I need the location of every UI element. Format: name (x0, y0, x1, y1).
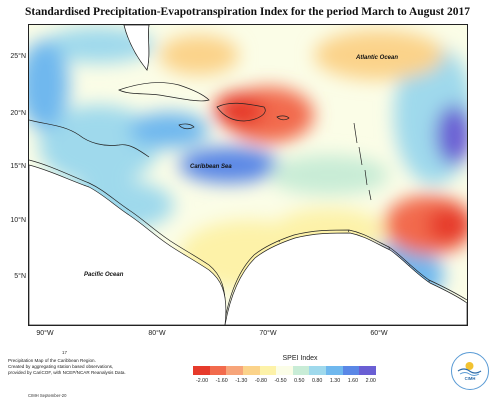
credit-line-3: provided by CariCOF, with NCEP/NCAR Rean… (8, 370, 126, 375)
hispaniola (216, 102, 266, 122)
legend-tick-label: -1.30 (235, 378, 248, 384)
legend-swatch (326, 366, 343, 375)
legend-tick-label: 0.80 (311, 378, 323, 384)
legend-swatch (276, 366, 293, 375)
wet-west-edge (29, 40, 69, 130)
legend-tick-label: -2.00 (196, 378, 209, 384)
legend-swatch (226, 366, 243, 375)
central-america-coast (29, 159, 226, 325)
legend-swatch (309, 366, 327, 375)
legend-swatch (242, 366, 260, 375)
land-masses (29, 25, 467, 325)
dry-hispaniola-core (214, 92, 264, 128)
caribbean-sea-label: Caribbean Sea (190, 164, 232, 170)
legend-ticks: -2.00 -1.60 -1.30 -0.80 -0.50 0.50 0.80 1.30 1.6… (196, 378, 376, 384)
legend-tick-label: -0.80 (254, 378, 267, 384)
lon-tick-60w: 60°W (370, 330, 388, 337)
pacific-ocean-label: Pacific Ocean (84, 272, 124, 278)
central-america-land (29, 164, 227, 325)
lat-tick-10n: 10°N (10, 217, 26, 224)
credit-number: 17 (62, 350, 68, 355)
legend-tick-label: -1.60 (215, 378, 228, 384)
legend-swatch (193, 366, 210, 375)
legend-tick-label: -0.50 (274, 378, 287, 384)
lat-tick-15n: 15°N (10, 163, 26, 170)
legend-swatch (342, 366, 360, 375)
legend-title: SPEI Index (282, 355, 318, 362)
lat-tick-5n: 5°N (14, 273, 26, 280)
legend-swatch (359, 366, 377, 375)
legend-tick-label: 2.00 (365, 378, 376, 384)
lon-tick-70w: 70°W (259, 330, 277, 337)
wet-atlantic-core (436, 105, 467, 165)
spei-map (28, 24, 468, 326)
logo-text: CIMH (464, 376, 476, 381)
dry-atlantic-north (314, 30, 444, 80)
cimh-logo: CIMH (451, 352, 489, 390)
lon-tick-90w: 90°W (36, 330, 54, 337)
wet-central-caribbean (179, 147, 279, 183)
wet-gulf-north (44, 27, 154, 63)
legend-tick-label: 1.60 (347, 378, 359, 384)
dry-east-atlantic-core (427, 207, 467, 243)
credit-line-2: Created by aggregating station based obs… (8, 364, 114, 369)
logo-emblem-icon (457, 362, 482, 376)
lesser-antilles (353, 122, 372, 201)
wet-eastern-caribbean (269, 155, 389, 195)
dry-bahamas (159, 35, 239, 75)
legend-color-bar (193, 366, 377, 375)
credit-date: CIMH September-20 (28, 393, 67, 398)
credit-line-1: Precipitation Map of the Caribbean Regio… (8, 358, 96, 363)
credit-text: Precipitation Map of the Caribbean Regio… (8, 358, 198, 376)
lat-tick-20n: 20°N (10, 110, 26, 117)
legend-tick-label: 1.30 (329, 378, 341, 384)
legend-swatch (209, 366, 227, 375)
yucatan-coast (29, 119, 150, 158)
florida-land (123, 25, 150, 71)
spei-map-canvas (29, 25, 467, 325)
legend-swatch (292, 366, 310, 375)
wet-gulf-zone (39, 105, 159, 185)
legend-tick-label: 0.50 (294, 378, 305, 384)
lat-tick-25n: 25°N (10, 53, 26, 60)
legend-swatch (259, 366, 277, 375)
cuba (118, 82, 210, 102)
lon-tick-80w: 80°W (148, 330, 166, 337)
atlantic-ocean-label: Atlantic Ocean (356, 55, 399, 61)
wet-northwest-caribbean (129, 112, 209, 148)
jamaica (178, 123, 195, 130)
south-america-land (224, 232, 467, 325)
map-title: Standardised Precipitation-Evapotranspir… (24, 6, 470, 18)
puerto-rico (276, 115, 290, 121)
